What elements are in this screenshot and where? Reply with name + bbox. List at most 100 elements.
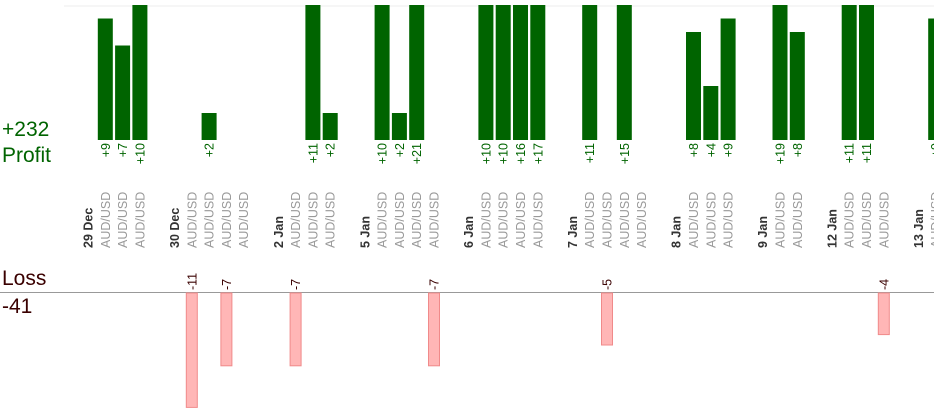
profit-value-label: +4: [704, 143, 718, 157]
date-label: 9 Jan: [756, 216, 770, 248]
profit-label: Profit: [2, 144, 52, 167]
pair-label: AUD/USD: [203, 192, 217, 248]
loss-value-label: -4: [877, 279, 891, 290]
profit-value-label: +16: [514, 143, 528, 164]
pair-label: AUD/USD: [791, 192, 805, 248]
profit-bar: [616, 5, 632, 140]
pair-label: AUD/USD: [393, 192, 407, 248]
pair-label: AUD/USD: [618, 192, 632, 248]
pair-label: AUD/USD: [237, 192, 251, 248]
pair-label: AUD/USD: [635, 192, 649, 248]
loss-bar: [289, 292, 302, 367]
loss-total: -41: [2, 295, 33, 318]
profit-bar: [513, 5, 528, 140]
profit-bar: [97, 18, 113, 140]
profit-value-label: +21: [410, 143, 424, 164]
profit-bar: [703, 86, 719, 140]
profit-bar: [374, 5, 390, 140]
date-label: 30 Dec: [168, 208, 182, 248]
profit-value-label: +2: [203, 143, 217, 157]
profit-total: +232: [2, 118, 50, 141]
profit-value-label: +9: [722, 143, 736, 157]
pair-label: AUD/USD: [220, 192, 234, 248]
profit-bar: [322, 113, 338, 140]
pair-label: AUD/USD: [116, 192, 130, 248]
pair-label: AUD/USD: [376, 192, 390, 248]
pair-label: AUD/USD: [877, 192, 891, 248]
profit-bar: [409, 5, 425, 140]
date-label: 5 Jan: [358, 216, 372, 248]
pair-label: AUD/USD: [531, 192, 545, 248]
pair-label: AUD/USD: [722, 192, 736, 248]
profit-bar: [772, 5, 788, 140]
profit-bar: [720, 18, 736, 140]
pair-label: AUD/USD: [583, 192, 597, 248]
profit-bar: [201, 113, 217, 140]
date-label: 7 Jan: [566, 216, 580, 248]
profit-value-label: +2: [393, 143, 407, 157]
loss-label: Loss: [2, 267, 47, 290]
date-label: 8 Jan: [670, 216, 684, 248]
loss-bars: [185, 292, 890, 408]
profit-value-label: +9: [99, 143, 113, 157]
profit-bar: [132, 5, 148, 140]
profit-bar: [686, 32, 701, 140]
date-label: 2 Jan: [272, 216, 286, 248]
date-label: 29 Dec: [82, 208, 96, 248]
loss-bar: [220, 292, 233, 367]
profit-bar: [478, 5, 494, 140]
pair-label: AUD/USD: [289, 192, 303, 248]
loss-value-label: -5: [601, 279, 615, 290]
profit-value-label: +11: [843, 143, 857, 163]
profit-bar: [859, 5, 874, 140]
pair-label: AUD/USD: [306, 192, 320, 248]
date-label: 6 Jan: [462, 216, 476, 248]
profit-bar: [582, 5, 598, 140]
pair-label: AUD/USD: [99, 192, 113, 248]
pair-label: AUD/USD: [428, 192, 442, 248]
profit-value-label: +11: [860, 143, 874, 163]
category-labels: 29 Dec AUD/USD AUD/USD AUD/USD 30 Dec AUD/USD…: [82, 192, 934, 248]
pair-label: AUD/USD: [185, 192, 199, 248]
profit-value-label: +11: [306, 143, 320, 163]
profit-value-label: +7: [116, 143, 130, 157]
profit-value-label: +8: [791, 143, 805, 157]
pair-label: AUD/USD: [860, 192, 874, 248]
profit-bar: [530, 5, 546, 140]
profit-bar: [495, 5, 511, 140]
pair-label: AUD/USD: [843, 192, 857, 248]
profit-value-label: +17: [531, 143, 545, 164]
profit-bar: [305, 5, 321, 140]
profit-value-label: +10: [479, 143, 493, 164]
pair-label: AUD/USD: [929, 192, 934, 248]
pair-label: AUD/USD: [687, 192, 701, 248]
profit-value-label: +11: [583, 143, 597, 163]
pair-label: AUD/USD: [514, 192, 528, 248]
loss-value-label: -7: [220, 279, 234, 290]
profit-value-label: +19: [774, 143, 788, 164]
profit-bar: [841, 5, 857, 140]
pair-label: AUD/USD: [601, 192, 615, 248]
profit-value-label: +9: [929, 143, 934, 157]
pair-label: AUD/USD: [479, 192, 493, 248]
loss-value-label: -7: [428, 279, 442, 290]
loss-bar: [601, 292, 613, 346]
profit-value-label: +10: [497, 143, 511, 164]
pair-label: AUD/USD: [133, 192, 147, 248]
profit-value-label: +10: [133, 143, 147, 164]
loss-value-label: -7: [289, 279, 303, 290]
pair-label: AUD/USD: [497, 192, 511, 248]
profit-bar: [928, 18, 934, 140]
profit-value-label: +8: [687, 143, 701, 157]
date-label: 13 Jan: [912, 209, 926, 248]
profit-bar: [391, 113, 407, 140]
loss-bar: [185, 292, 198, 408]
value-labels: +9 +7 +10-11+2-7 -7+11 +2 +10 +2 +21-7+10 +10 +16…: [99, 143, 934, 290]
profit-bars: [97, 5, 934, 140]
profit-bar: [115, 45, 131, 140]
profit-value-label: +10: [376, 143, 390, 164]
pair-label: AUD/USD: [704, 192, 718, 248]
profit-value-label: +2: [324, 143, 338, 157]
loss-bar: [428, 292, 440, 367]
